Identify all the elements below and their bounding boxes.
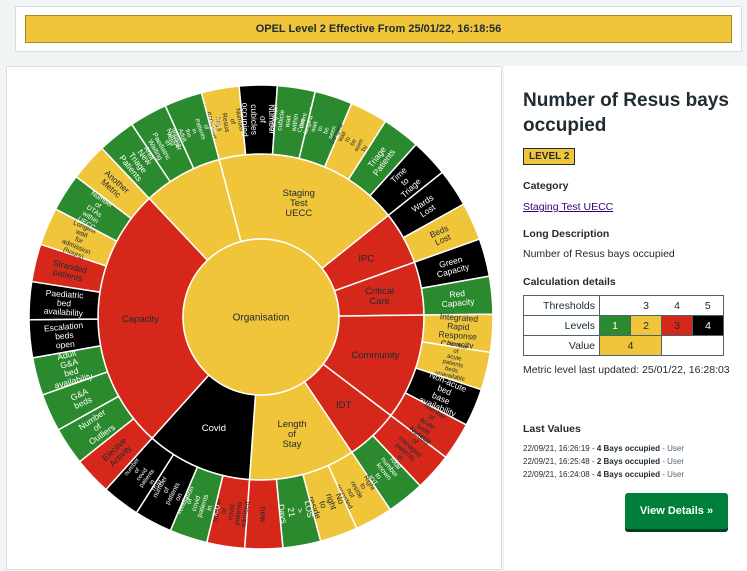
calculation-details-label: Calculation details [523, 276, 616, 288]
level-cell-1: 1 [599, 315, 631, 336]
sunburst-category-label: IPC [358, 254, 374, 265]
sunburst-category-label: IDT [336, 400, 352, 411]
sunburst-metric-label: IntegratedRapidResponseCapacity [438, 311, 479, 350]
list-item: 22/09/21, 16:24:08 - 4 Bays occupied - U… [523, 470, 684, 479]
level-cell-4: 4 [692, 315, 724, 336]
metric-details-panel: Number of Resus bays occupied LEVEL 2 Ca… [504, 66, 747, 570]
sunburst-metric-label: Numberofcubiclesoccupied [240, 102, 277, 137]
threshold-value: 4 [661, 295, 693, 316]
sunburst-chart: Staging Test UECC NumberofResusbaysoccupied… [28, 84, 494, 550]
sunburst-metric-label: Paediatricbedavailability [43, 288, 85, 319]
value-label: Value [523, 335, 600, 356]
sunburst-category-label: Critical Care [365, 286, 394, 307]
sunburst-chart-panel: Staging Test UECC NumberofResusbaysoccupied… [6, 66, 502, 570]
sunburst-metric-label: Numberofcovidpatientsadmitted [212, 497, 251, 528]
sunburst-metric-label: Numberofacutebedsavailable [406, 402, 448, 447]
category-label: Category [523, 180, 569, 192]
view-details-button[interactable]: View Details » [625, 493, 728, 529]
sunburst-metric-label: TotalnumberknowntoIDT [362, 452, 405, 493]
levels-row: Levels 1 2 3 4 [523, 315, 724, 336]
metric-title: Number of Resus bays occupied [523, 90, 729, 136]
threshold-value: 5 [692, 295, 724, 316]
long-description-label: Long Description [523, 228, 610, 240]
opel-banner-container: OPEL Level 2 Effective From 25/01/22, 16… [15, 6, 742, 52]
level-cell-2: 2 [630, 315, 662, 336]
sunburst-category-label: Community [351, 350, 399, 361]
sunburst-metric-label: RedCapacity [440, 287, 475, 309]
sunburst-metric-label: NumberofResusbaysoccupied [205, 106, 245, 139]
long-description-text: Number of Resus bays occupied [523, 248, 675, 260]
threshold-value: 3 [630, 295, 662, 316]
sunburst-category-label: Capacity [122, 314, 159, 325]
list-item: 22/09/21, 16:25:48 - 2 Bays occupied - U… [523, 457, 684, 466]
sunburst-category-label: Length of Stay [277, 419, 306, 450]
calculation-table: Thresholds 3 4 5 Levels 1 2 3 4 Value 4 [523, 295, 724, 356]
list-item: 22/09/21, 16:26:19 - 4 Bays occupied - U… [523, 444, 684, 453]
sunburst-metric-label: Escalationbedsopen [44, 320, 86, 351]
value-cell: 4 [599, 335, 662, 356]
level-cell-3: 3 [661, 315, 693, 336]
opel-level-banner: OPEL Level 2 Effective From 25/01/22, 16… [25, 15, 732, 43]
sunburst-category-label: Covid [202, 423, 226, 434]
category-link[interactable]: Staging Test UECC [523, 201, 614, 213]
levels-label: Levels [523, 315, 600, 336]
sunburst-metric-segment[interactable] [164, 91, 221, 170]
sunburst-center[interactable] [182, 238, 340, 396]
sunburst-category-label: Staging Test UECC [283, 188, 315, 219]
sunburst-metric-label: new [258, 507, 268, 524]
last-updated-text: Metric level last updated: 25/01/22, 16:… [523, 364, 730, 376]
last-values-label: Last Values [523, 423, 581, 435]
thresholds-label: Thresholds [523, 295, 600, 316]
value-row: Value 4 [523, 335, 724, 356]
sunburst-center-label: Organisation [233, 313, 290, 324]
thresholds-row: Thresholds 3 4 5 [523, 295, 724, 316]
level-badge: LEVEL 2 [523, 148, 576, 165]
last-values-list: 22/09/21, 16:26:19 - 4 Bays occupied - U… [523, 442, 684, 481]
sunburst-metric-label: GreenCapacity [433, 253, 471, 280]
